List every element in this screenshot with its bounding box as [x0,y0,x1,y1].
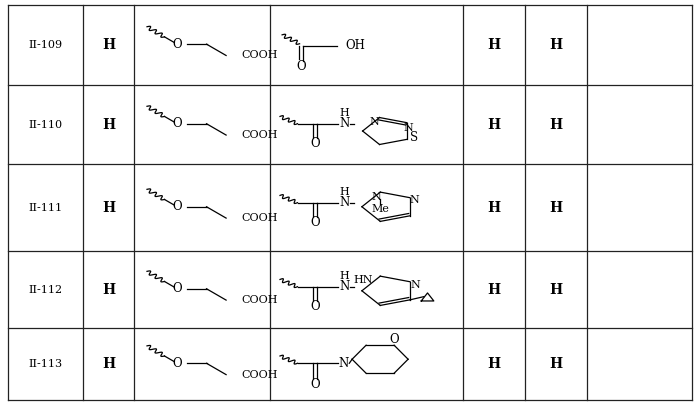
Text: O: O [172,200,182,213]
Text: H: H [550,357,562,371]
Text: H: H [340,187,349,197]
Text: II-111: II-111 [29,202,62,213]
Text: O: O [310,136,320,150]
Text: N: N [369,117,379,128]
Text: HN: HN [354,275,373,285]
Text: O: O [310,215,320,229]
Text: H: H [488,200,500,215]
Text: H: H [488,357,500,371]
Text: N: N [340,280,349,293]
Text: H: H [340,108,349,118]
Text: N: N [411,280,421,290]
Text: H: H [102,117,115,132]
Text: II-109: II-109 [29,40,62,50]
Text: COOH: COOH [241,51,278,60]
Text: COOH: COOH [241,130,278,140]
Text: N: N [410,195,419,205]
Text: H: H [488,117,500,132]
Text: N: N [340,117,349,130]
Text: N: N [340,196,349,209]
Text: Me: Me [371,204,389,214]
Text: H: H [102,357,115,371]
Text: O: O [172,282,182,295]
Text: H: H [488,38,500,52]
Text: H: H [550,283,562,296]
Text: H: H [102,200,115,215]
Text: II-113: II-113 [29,359,62,369]
Text: O: O [389,333,399,346]
Text: II-112: II-112 [29,285,62,294]
Text: N: N [372,192,382,202]
Text: N: N [403,123,413,132]
Text: N: N [339,357,349,370]
Text: O: O [172,38,182,51]
Text: H: H [550,38,562,52]
Text: H: H [488,283,500,296]
Text: O: O [296,60,306,73]
Text: H: H [550,117,562,132]
Text: O: O [310,300,320,313]
Text: H: H [102,38,115,52]
Text: H: H [550,200,562,215]
Text: H: H [340,271,349,281]
Text: S: S [410,131,418,144]
Text: II-110: II-110 [29,119,62,130]
Text: H: H [102,283,115,296]
Text: COOH: COOH [241,370,278,379]
Text: O: O [172,117,182,130]
Text: O: O [310,378,320,391]
Text: COOH: COOH [241,295,278,305]
Text: O: O [172,357,182,370]
Text: OH: OH [346,39,365,52]
Text: COOH: COOH [241,213,278,223]
